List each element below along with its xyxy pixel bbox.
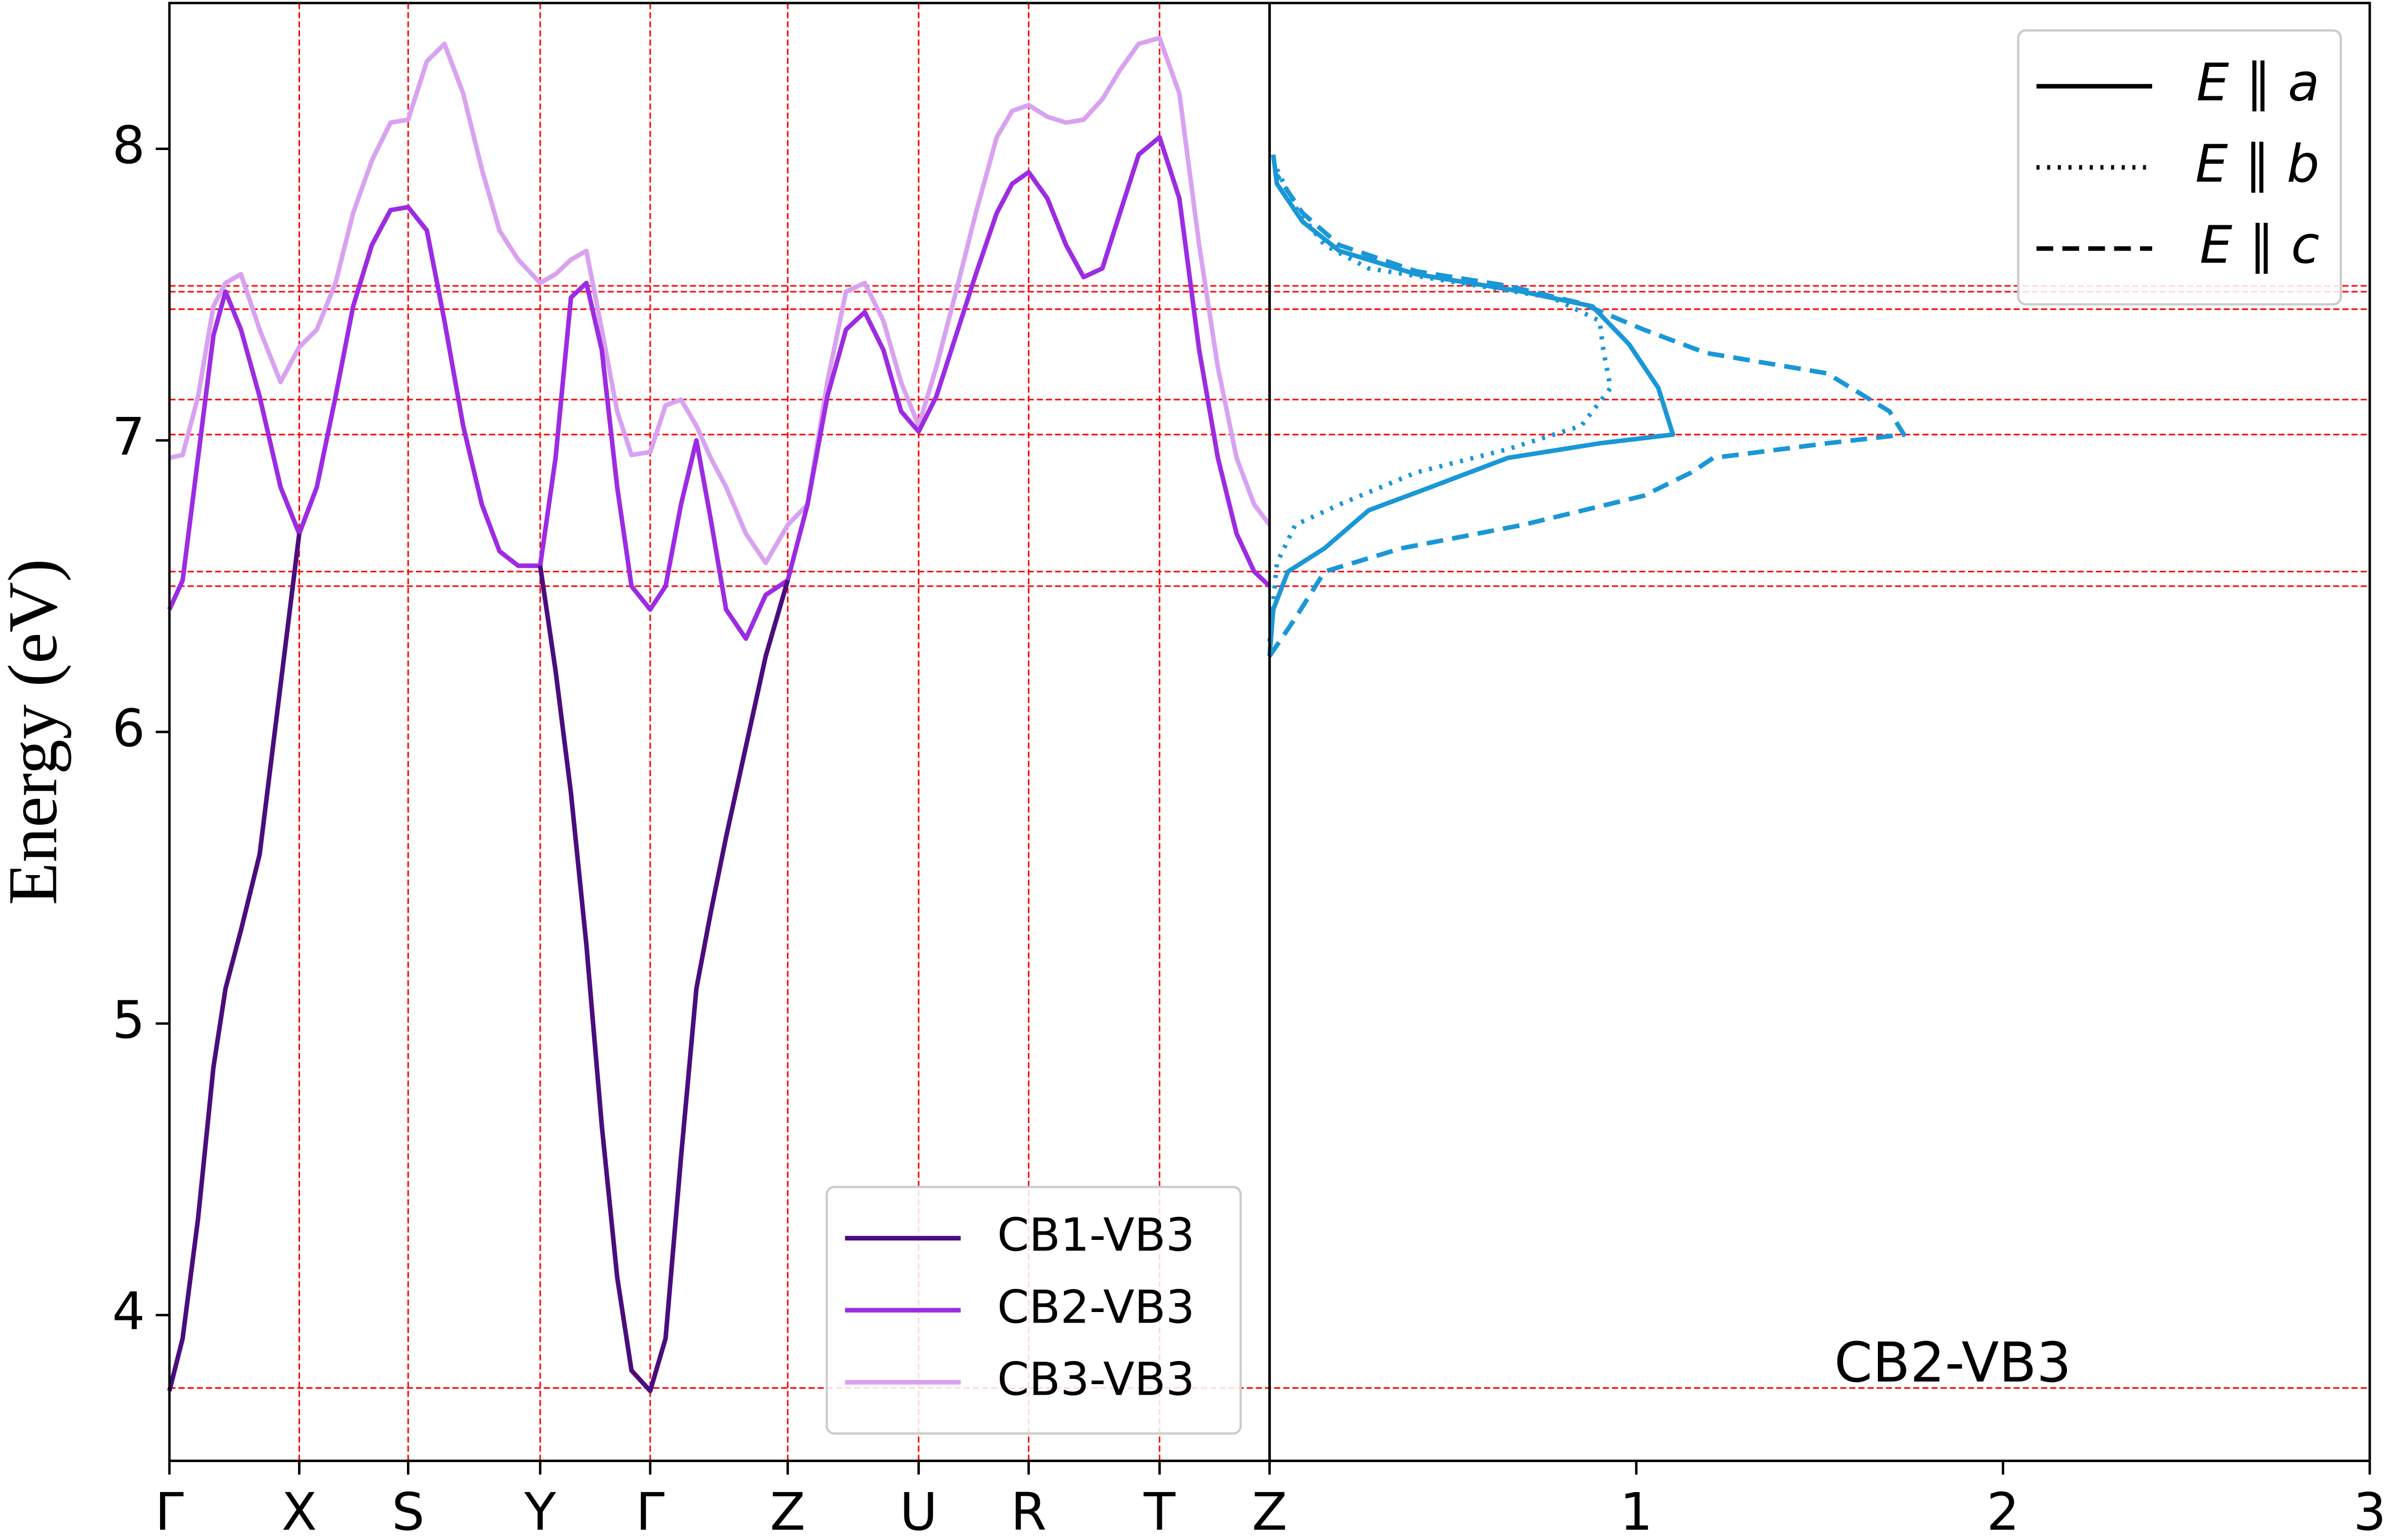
y-tick-label: 7 [112, 407, 145, 467]
x-tick-label: 2 [1986, 1483, 2020, 1540]
y-tick-label: 4 [112, 1282, 145, 1342]
legend-label: E ∥ b [2195, 134, 2320, 194]
x-tick-label: X [282, 1483, 317, 1540]
x-tick-label: Γ [155, 1483, 184, 1540]
data-line [168, 35, 1271, 565]
data-line [167, 533, 790, 1394]
x-tick-label: Γ [636, 1483, 665, 1540]
y-tick-label: 8 [112, 116, 145, 176]
y-axis-label: Energy (eV) [0, 559, 72, 905]
x-tick-label: R [1011, 1483, 1047, 1540]
x-tick-label: 1 [1620, 1483, 1653, 1540]
x-tick-label: 3 [2353, 1483, 2386, 1540]
legend-label: CB3-VB3 [997, 1353, 1195, 1406]
y-tick-label: 5 [112, 990, 145, 1050]
data-line [1267, 154, 1676, 657]
x-tick-label: Y [524, 1483, 556, 1540]
legend-label: E ∥ a [2196, 53, 2320, 113]
data-line [1267, 168, 1613, 642]
legend-box [825, 1186, 1242, 1435]
legend-label: CB2-VB3 [997, 1281, 1195, 1334]
y-tick-label: 6 [112, 699, 145, 759]
x-tick-label: Z [770, 1483, 805, 1540]
x-tick-label: T [1143, 1483, 1176, 1540]
x-tick-label: U [900, 1483, 938, 1540]
data-line [1267, 174, 1906, 658]
legend-label: CB1-VB3 [997, 1209, 1195, 1262]
x-tick-label: S [392, 1483, 424, 1540]
data-line [167, 135, 1271, 641]
legend-box [2017, 29, 2342, 306]
annotation: CB2-VB3 [1834, 1330, 2071, 1395]
x-tick-label: Z [1252, 1483, 1287, 1540]
plot-frame [1268, 2, 2371, 1463]
legend-label: E ∥ c [2200, 215, 2320, 275]
